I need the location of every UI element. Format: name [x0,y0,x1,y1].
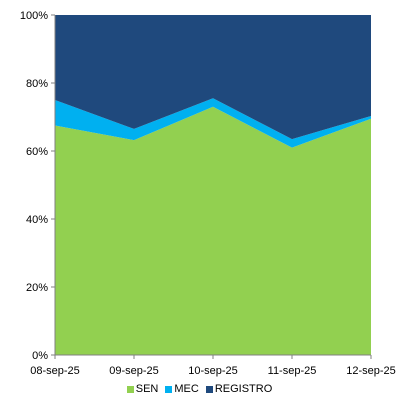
x-tick-label: 08-sep-25 [30,365,80,377]
series-areas [55,15,371,355]
area-series-registro [55,15,371,140]
y-tick-label: 20% [26,282,48,294]
legend-label: SEN [135,383,159,395]
y-tick-label: 0% [32,350,48,362]
x-tick-label: 11-sep-25 [268,365,317,377]
chart-axes [51,14,372,359]
y-tick-label: 80% [26,78,48,90]
x-tick-label: 12-sep-25 [346,365,396,377]
area-series-mec [55,98,371,148]
x-tick-labels: 08-sep-25 09-sep-25 10-sep-25 11-sep-25 12-s… [30,365,396,377]
area-series-sen [55,106,371,355]
chart-legend: SEN MEC REGISTRO [0,383,399,396]
legend-label: MEC [174,383,199,395]
legend-item-mec: MEC [165,383,199,396]
legend-label: REGISTRO [214,383,273,395]
legend-swatch [205,386,213,393]
legend-item-registro: REGISTRO [205,383,273,396]
y-tick-label: 100% [20,10,48,22]
legend-swatch [126,386,134,393]
y-tick-label: 40% [26,214,48,226]
legend-item-sen: SEN [126,383,159,396]
x-tick-label: 09-sep-25 [109,365,159,377]
y-tick-label: 60% [26,146,48,158]
x-tick-label: 10-sep-25 [188,365,238,377]
y-tick-labels: 0% 20% 40% 60% 80% 100% [20,10,48,362]
legend-swatch [165,386,173,393]
